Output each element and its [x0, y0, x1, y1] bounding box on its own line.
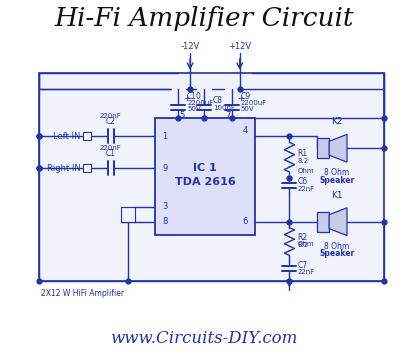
Text: +12V: +12V [228, 42, 251, 51]
Text: Speaker: Speaker [319, 249, 355, 258]
Text: C9: C9 [241, 92, 251, 101]
Text: Ohm: Ohm [297, 242, 314, 247]
Text: 5: 5 [180, 112, 185, 121]
Text: Hi-Fi Amplifier Circuit: Hi-Fi Amplifier Circuit [54, 6, 354, 31]
Text: www.Circuits-DIY.com: www.Circuits-DIY.com [110, 330, 298, 347]
Text: R1: R1 [297, 149, 308, 158]
Text: R2: R2 [297, 233, 308, 242]
Bar [83, 132, 91, 140]
Text: -12V: -12V [180, 42, 200, 51]
Text: 4: 4 [242, 126, 248, 135]
Text: Right IN: Right IN [47, 163, 81, 172]
Bar [83, 164, 91, 172]
Text: TDA 2616: TDA 2616 [175, 177, 235, 187]
Text: 7: 7 [225, 112, 231, 121]
Text: 8.2: 8.2 [297, 158, 308, 164]
Text: C2: C2 [106, 117, 115, 126]
Text: 220nF: 220nF [100, 145, 122, 151]
Bar [155, 118, 255, 235]
Text: Left IN: Left IN [53, 132, 81, 141]
Text: Speaker: Speaker [319, 176, 355, 185]
Text: C6: C6 [297, 177, 308, 186]
Bar [39, 73, 384, 281]
Text: 100nF: 100nF [213, 104, 235, 111]
Bar [317, 138, 329, 158]
Text: +: + [237, 94, 244, 103]
Text: 50V: 50V [241, 105, 254, 112]
Text: K1: K1 [331, 191, 343, 200]
Text: 2200uF: 2200uF [187, 100, 213, 105]
Bar [121, 207, 135, 222]
Text: 50V: 50V [187, 105, 201, 112]
Text: 220nF: 220nF [100, 113, 122, 120]
Text: C1: C1 [106, 149, 115, 158]
Text: 22nF: 22nF [297, 269, 315, 275]
Text: 1: 1 [162, 132, 168, 141]
Text: 8 Ohm: 8 Ohm [324, 242, 350, 251]
Text: 2200uF: 2200uF [241, 100, 267, 105]
Text: 8 Ohm: 8 Ohm [324, 168, 350, 177]
Text: K2: K2 [331, 117, 343, 126]
Bar [317, 212, 329, 231]
Text: +: + [183, 94, 190, 103]
Polygon shape [329, 208, 347, 235]
Text: C10: C10 [187, 92, 202, 101]
Text: 22nF: 22nF [297, 186, 315, 192]
Text: C8: C8 [213, 96, 223, 105]
Text: 2X12 W HiFi Amplifier: 2X12 W HiFi Amplifier [41, 289, 124, 298]
Text: C7: C7 [297, 261, 308, 270]
Text: 8.2: 8.2 [297, 243, 308, 248]
Polygon shape [329, 134, 347, 162]
Text: IC 1: IC 1 [193, 163, 217, 173]
Text: 3: 3 [162, 202, 168, 211]
Text: 9: 9 [162, 163, 168, 172]
Text: Ohm: Ohm [297, 168, 314, 174]
Text: 6: 6 [242, 217, 248, 226]
Text: 8: 8 [162, 217, 168, 226]
